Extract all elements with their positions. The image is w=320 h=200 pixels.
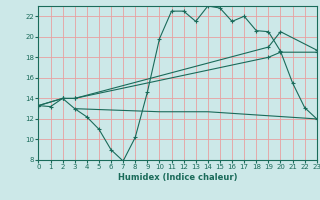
X-axis label: Humidex (Indice chaleur): Humidex (Indice chaleur) [118, 173, 237, 182]
